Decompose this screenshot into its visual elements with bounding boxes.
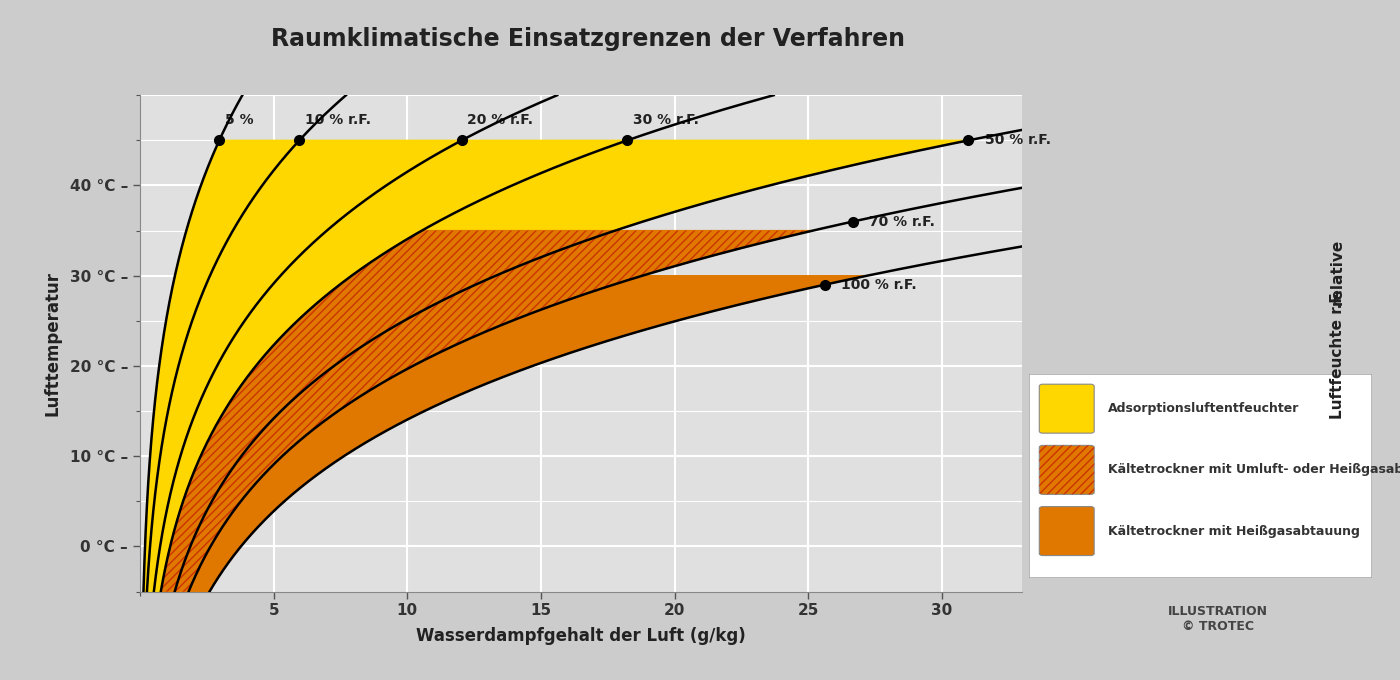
Text: Kältetrockner mit Heißgasabtauung: Kältetrockner mit Heißgasabtauung — [1107, 524, 1359, 538]
Text: relative: relative — [1330, 239, 1344, 305]
FancyBboxPatch shape — [1039, 507, 1095, 556]
X-axis label: Wasserdampfgehalt der Luft (g/kg): Wasserdampfgehalt der Luft (g/kg) — [416, 627, 746, 645]
Text: 100 % r.F.: 100 % r.F. — [840, 277, 916, 292]
Text: Raumklimatische Einsatzgrenzen der Verfahren: Raumklimatische Einsatzgrenzen der Verfa… — [272, 27, 904, 51]
FancyBboxPatch shape — [1029, 374, 1372, 578]
Text: Kältetrockner mit Umluft- oder Heißgasabtauung: Kältetrockner mit Umluft- oder Heißgasab… — [1107, 463, 1400, 477]
FancyBboxPatch shape — [1039, 384, 1095, 433]
Text: 20 % r.F.: 20 % r.F. — [468, 113, 533, 126]
Polygon shape — [161, 231, 813, 592]
Polygon shape — [189, 275, 867, 592]
FancyBboxPatch shape — [1039, 445, 1095, 494]
Text: 70 % r.F.: 70 % r.F. — [869, 215, 935, 228]
Text: 10 % r.F.: 10 % r.F. — [305, 113, 371, 126]
Text: 5 %: 5 % — [224, 113, 253, 126]
Text: 50 % r.F.: 50 % r.F. — [984, 133, 1050, 148]
Text: Luftfeuchte r.F.: Luftfeuchte r.F. — [1330, 288, 1344, 419]
Y-axis label: Lufttemperatur: Lufttemperatur — [43, 271, 62, 416]
Text: ILLUSTRATION
© TROTEC: ILLUSTRATION © TROTEC — [1168, 605, 1268, 633]
Text: Adsorptionsluftentfeuchter: Adsorptionsluftentfeuchter — [1107, 402, 1299, 415]
Polygon shape — [143, 140, 969, 592]
Text: 30 % r.F.: 30 % r.F. — [633, 113, 699, 126]
